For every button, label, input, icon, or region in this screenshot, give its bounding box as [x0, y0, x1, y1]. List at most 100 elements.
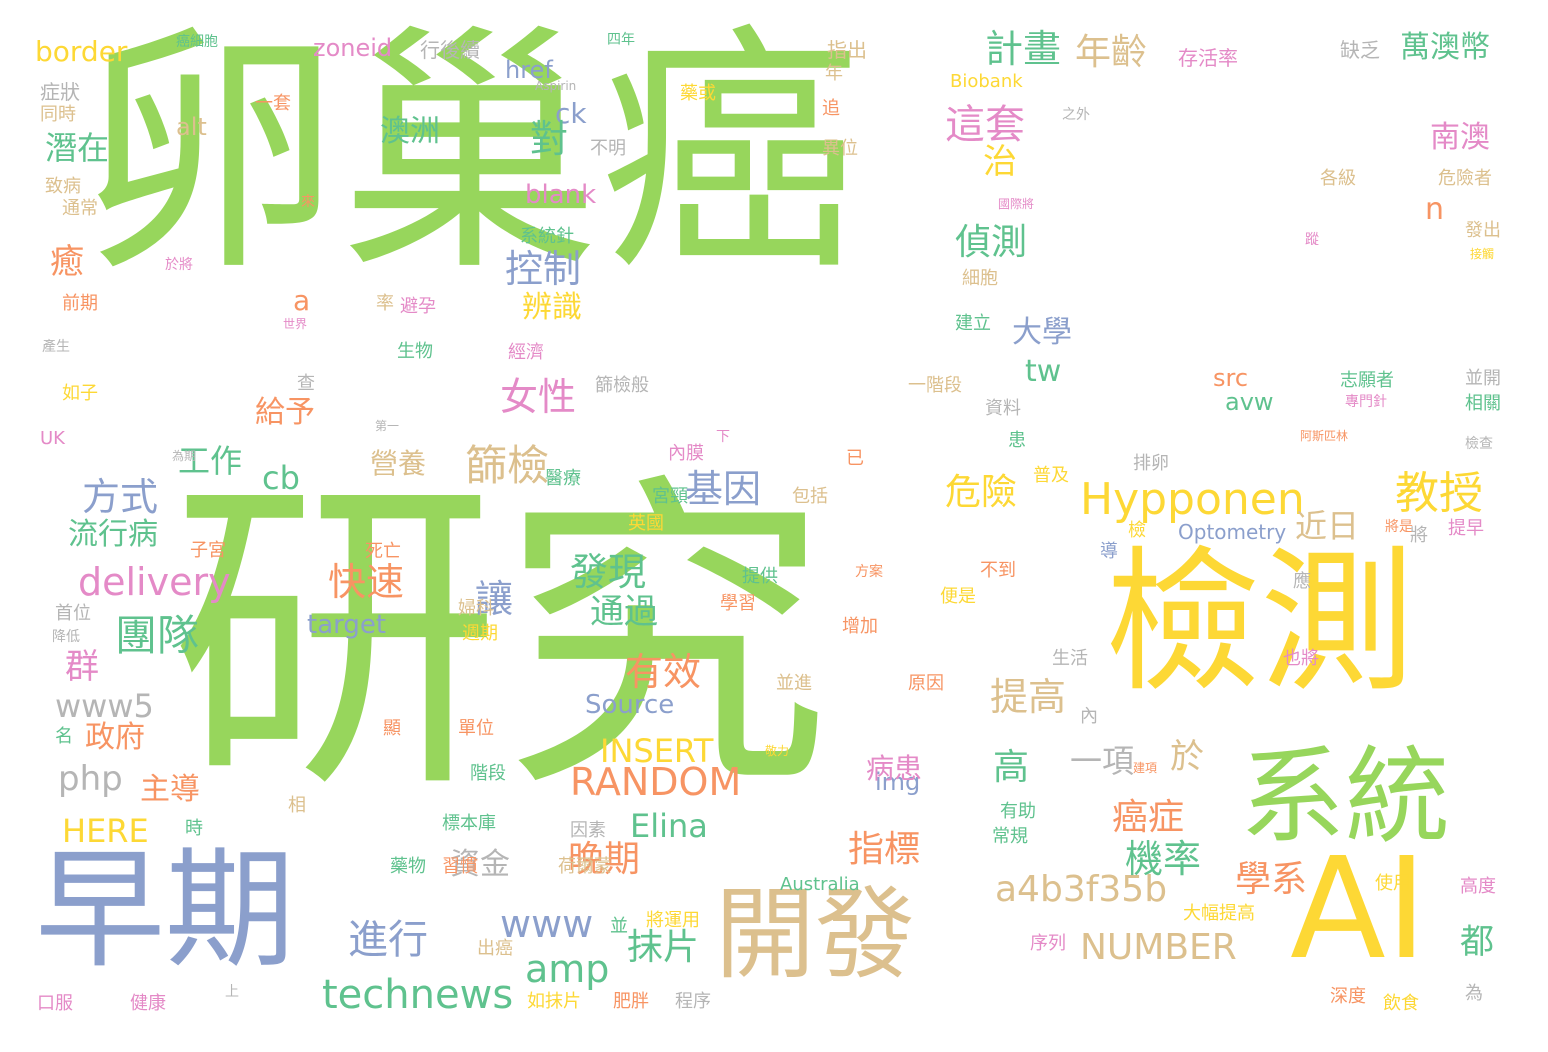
word-82: 治 — [983, 142, 1017, 182]
word-54: 年齡 — [1075, 32, 1148, 73]
word-63: 提高 — [990, 675, 1067, 719]
word-55: 這套 — [945, 102, 1025, 148]
word-68: 大學 — [1012, 315, 1072, 350]
word-194: 並 — [610, 916, 628, 937]
word-159: 使用 — [1375, 873, 1411, 894]
word-154: 肥胖 — [613, 991, 649, 1012]
word-140: 也將 — [1283, 648, 1319, 669]
word-197: 建項 — [1133, 761, 1158, 775]
word-148: 荷爾蒙 — [558, 856, 612, 877]
word-124: 子宮 — [190, 540, 226, 561]
word-38: tw — [1025, 354, 1062, 389]
word-171: 癌細胞 — [176, 34, 218, 50]
word-125: 死亡 — [365, 541, 401, 562]
word-126: 婦科 — [458, 598, 494, 619]
word-87: 都 — [1460, 922, 1494, 962]
word-120: 內膜 — [668, 443, 704, 464]
word-134: 不到 — [980, 560, 1016, 581]
word-26: target — [307, 610, 387, 640]
word-162: 健康 — [130, 993, 166, 1014]
word-96: 前期 — [62, 293, 98, 314]
word-70: 澳洲 — [380, 114, 440, 149]
word-67: 近日 — [1295, 507, 1360, 545]
word-62: 通過 — [590, 592, 658, 632]
word-27: Optometry — [1178, 520, 1287, 544]
word-7: Hypponen — [1080, 474, 1305, 525]
word-123: 英國 — [628, 513, 664, 534]
word-94: 致病 — [45, 176, 81, 197]
word-41: 篩檢 — [465, 441, 550, 490]
word-75: 給予 — [255, 395, 315, 430]
word-112: 並開 — [1465, 368, 1501, 389]
word-90: 缺乏 — [1340, 38, 1380, 62]
word-165: 將是 — [1385, 519, 1413, 535]
word-164: 提早 — [1448, 518, 1484, 539]
word-177: 應 — [1293, 571, 1311, 592]
word-175: 導 — [1100, 541, 1118, 562]
word-198: 敬力 — [765, 744, 790, 758]
word-5: 早期 — [35, 834, 296, 986]
word-78: 資金 — [450, 847, 510, 882]
word-102: 系統針 — [520, 226, 574, 247]
word-105: 細胞 — [962, 268, 998, 289]
word-85: 高 — [993, 747, 1030, 788]
word-185: 查 — [297, 373, 315, 394]
word-103: 不明 — [590, 138, 626, 159]
word-121: 包括 — [792, 486, 828, 507]
word-188: 年 — [825, 63, 843, 84]
word-57: 南澳 — [1430, 120, 1490, 155]
word-16: www5 — [55, 687, 154, 725]
word-61: 有效 — [625, 650, 702, 694]
word-45: 控制 — [505, 247, 582, 291]
word-151: 出癌 — [477, 938, 513, 959]
word-33: ck — [555, 97, 587, 130]
word-18: www — [500, 902, 594, 946]
word-193: 內 — [1080, 706, 1098, 727]
word-86: 於 — [1170, 737, 1204, 777]
word-129: 降低 — [52, 629, 80, 645]
word-69: 辨識 — [522, 290, 582, 325]
word-191: 已 — [846, 448, 864, 469]
word-163: 口服 — [37, 993, 73, 1014]
word-1: 卵巢癌 — [80, 4, 860, 306]
word-34: alt — [176, 113, 207, 141]
word-65: 病患 — [866, 752, 923, 785]
word-22: border — [35, 35, 128, 68]
word-173: 於將 — [165, 257, 193, 273]
word-76: 政府 — [85, 720, 145, 755]
word-135: 增加 — [842, 616, 878, 637]
word-50: 晚期 — [568, 839, 641, 880]
word-131: 提供 — [742, 566, 778, 587]
word-181: 名 — [55, 726, 73, 747]
word-142: 單位 — [458, 718, 494, 739]
word-89: 行後續 — [420, 38, 480, 62]
word-132: 方案 — [855, 564, 883, 580]
word-98: 一套 — [255, 93, 291, 114]
word-141: 並進 — [776, 673, 812, 694]
word-72: 營養 — [370, 447, 427, 480]
word-39: n — [1425, 192, 1445, 227]
word-130: 學習 — [720, 593, 756, 614]
word-40: a — [293, 284, 311, 317]
word-192: 患 — [1008, 430, 1026, 451]
word-183: 相 — [288, 795, 306, 816]
word-53: 計畫 — [985, 27, 1062, 71]
word-47: 危險 — [945, 472, 1018, 513]
word-180: 上 — [225, 984, 239, 1000]
word-143: 階段 — [470, 763, 506, 784]
word-156: 深度 — [1330, 986, 1366, 1007]
word-179: 為 — [1465, 983, 1483, 1004]
word-9: technews — [322, 972, 514, 1018]
word-17: amp — [525, 947, 610, 991]
word-20: Source — [585, 690, 675, 720]
word-160: 常規 — [992, 826, 1028, 847]
word-118: 第一 — [375, 419, 400, 433]
word-79: 一項 — [1070, 742, 1135, 780]
word-106: 建立 — [955, 313, 991, 334]
word-59: 發現 — [570, 550, 647, 594]
word-149: 將運用 — [646, 910, 700, 931]
word-29: Biobank — [950, 71, 1023, 92]
word-117: 篩檢般 — [595, 375, 649, 396]
word-109: 志願者 — [1340, 370, 1394, 391]
word-176: 檢 — [1128, 520, 1146, 541]
